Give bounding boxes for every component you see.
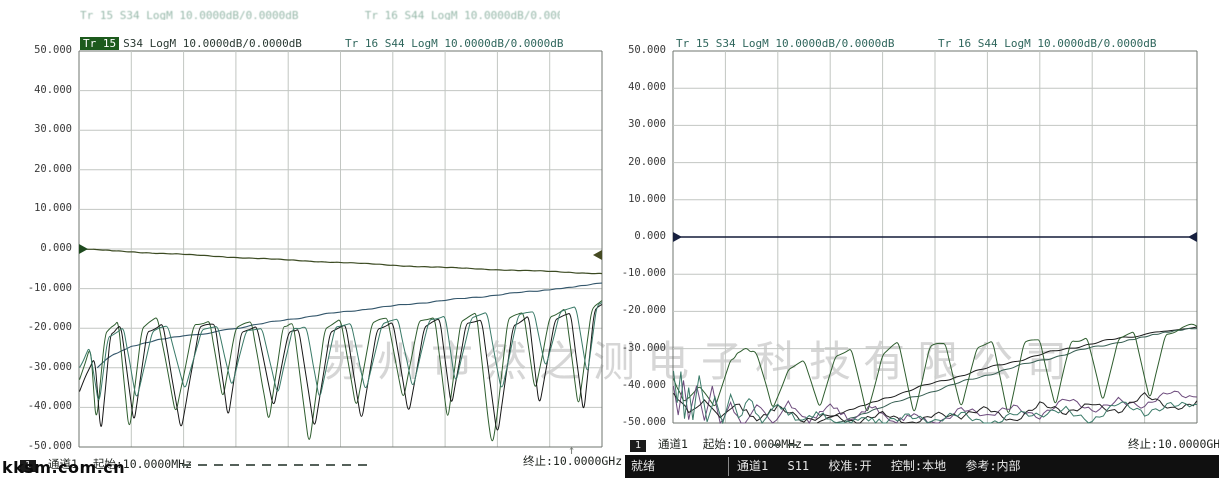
left-chart-svg bbox=[78, 50, 603, 448]
right-channel-badge[interactable]: 1 bbox=[630, 440, 647, 452]
right-stop-frequency: 终止:10.0000GHz bbox=[1128, 437, 1219, 451]
right-channel-label: 通道1 bbox=[657, 437, 688, 451]
reference-level-marker-left[interactable] bbox=[673, 232, 682, 242]
y-tick-label: 50.000 bbox=[34, 44, 72, 56]
y-tick-label: 10.000 bbox=[628, 192, 666, 205]
trace-return-rise bbox=[96, 282, 603, 369]
y-tick-label: 0.000 bbox=[634, 230, 666, 242]
y-tick-label: -30.000 bbox=[621, 341, 666, 354]
reference-level-marker-right[interactable] bbox=[593, 249, 602, 260]
right-trace-tr16-label[interactable]: Tr 16 S44 LogM 10.0000dB/0.0000dB bbox=[938, 37, 1157, 50]
right-channel-row: 1 通道1 起始:10.0000MHz bbox=[630, 438, 802, 452]
left-start-frequency: 起始:10.0000MHz bbox=[92, 457, 193, 471]
y-tick-label: 40.000 bbox=[34, 83, 72, 96]
clipped-trace-row: Tr 15 S34 LogM 10.0000dB/0.0000dB Tr 16 … bbox=[80, 9, 560, 20]
right-chart-svg bbox=[672, 50, 1198, 424]
y-tick-label: -40.000 bbox=[27, 400, 72, 413]
trace-humps-green bbox=[673, 323, 1198, 413]
y-tick-label: 10.000 bbox=[34, 202, 72, 215]
y-tick-label: 0.000 bbox=[40, 242, 72, 254]
left-stop-frequency-wrap: 终止:10.0000GHz bbox=[523, 455, 622, 469]
left-channel-row: 1 通道1 起始:10.0000MHz bbox=[20, 458, 192, 472]
y-tick-label: -20.000 bbox=[621, 304, 666, 317]
y-tick-label: -10.000 bbox=[27, 281, 72, 294]
y-tick-label: -30.000 bbox=[27, 360, 72, 373]
trace-scallop-green bbox=[79, 300, 603, 442]
y-tick-label: 50.000 bbox=[628, 44, 666, 56]
trace-spikes-teal bbox=[673, 370, 1198, 424]
trace-scallop-teal bbox=[79, 302, 603, 401]
right-dashed-indicator bbox=[772, 444, 907, 446]
y-tick-label: 20.000 bbox=[628, 155, 666, 168]
trace-rising-diagonal-black bbox=[816, 326, 1198, 424]
y-tick-label: 40.000 bbox=[628, 81, 666, 94]
y-tick-label: -50.000 bbox=[621, 416, 666, 428]
y-tick-label: -10.000 bbox=[621, 267, 666, 280]
y-tick-label: 30.000 bbox=[34, 123, 72, 136]
y-tick-label: 30.000 bbox=[628, 118, 666, 131]
left-channel-badge[interactable]: 1 bbox=[20, 460, 37, 472]
reference-level-marker-right[interactable] bbox=[1188, 232, 1197, 242]
left-channel-label: 通道1 bbox=[47, 457, 78, 471]
left-stop-frequency: 终止:10.0000GHz bbox=[523, 454, 623, 468]
left-stimulus-arrow-icon: ↑ bbox=[568, 443, 576, 457]
left-dashed-indicator bbox=[182, 464, 367, 466]
y-tick-label: 20.000 bbox=[34, 162, 72, 175]
status-channel: 通道1 bbox=[737, 459, 769, 473]
trace-tr16-label[interactable]: Tr 16 S44 LogM 10.0000dB/0.0000dB bbox=[345, 37, 564, 50]
clipped-trace-row-text: Tr 15 S34 LogM 10.0000dB/0.0000dB Tr 16 … bbox=[80, 9, 560, 20]
site-watermark: kksm.com.cn bbox=[2, 458, 126, 477]
trace-thru-decline bbox=[79, 248, 603, 275]
status-control: 控制:本地 bbox=[890, 459, 947, 473]
trace-scallop-black bbox=[79, 303, 603, 431]
right-stop-frequency-wrap: 终止:10.0000GHz bbox=[1128, 438, 1219, 452]
status-ready: 就绪 bbox=[631, 459, 656, 473]
trace-tr15-badge[interactable]: Tr 15 bbox=[80, 37, 120, 50]
reference-level-marker-left[interactable] bbox=[79, 244, 88, 254]
right-trace-header: Tr 15 S34 LogM 10.0000dB/0.0000dB Tr 16 … bbox=[676, 37, 1157, 51]
status-info: 通道1 S11 校准:开 控制:本地 参考:内部 bbox=[737, 455, 1033, 478]
left-trace-header: Tr 15 S34 LogM 10.0000dB/0.0000dB Tr 16 S… bbox=[80, 37, 564, 51]
trace-noise-black bbox=[673, 391, 1198, 424]
trace-tr15-label[interactable]: S34 LogM 10.0000dB/0.0000dB bbox=[123, 37, 302, 50]
right-trace-tr15-label[interactable]: Tr 15 S34 LogM 10.0000dB/0.0000dB bbox=[676, 37, 895, 50]
status-divider bbox=[728, 457, 729, 476]
y-tick-label: -40.000 bbox=[621, 378, 666, 391]
y-tick-label: -20.000 bbox=[27, 321, 72, 334]
status-sparam: S11 bbox=[787, 459, 810, 473]
y-tick-label: -50.000 bbox=[27, 440, 72, 452]
status-bar: 就绪 通道1 S11 校准:开 控制:本地 参考:内部 bbox=[625, 455, 1219, 478]
status-reference: 参考:内部 bbox=[965, 459, 1021, 473]
right-start-frequency: 起始:10.0000MHz bbox=[702, 437, 803, 451]
trace-rising-diagonal-teal bbox=[835, 328, 1198, 424]
status-calibration: 校准:开 bbox=[828, 459, 872, 473]
